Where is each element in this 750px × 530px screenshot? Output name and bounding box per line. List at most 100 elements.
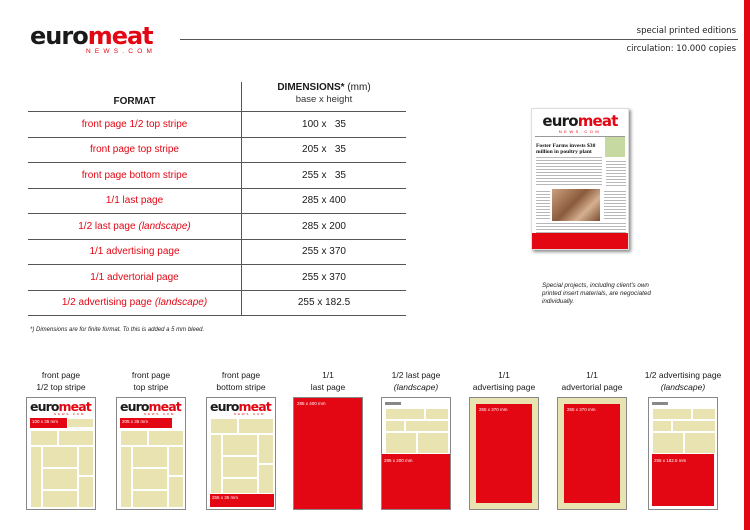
- logo-subtitle: NEWS.COM: [86, 48, 157, 55]
- preview-text-line: [606, 185, 626, 186]
- thumbnail-logo: euromeat: [30, 399, 92, 414]
- preview-text-line: [536, 203, 550, 204]
- preview-text-line: [536, 181, 602, 182]
- thumbnail-label: front page top stripe: [109, 369, 193, 393]
- preview-logo: euromeat: [542, 112, 618, 130]
- format-cell: 1/1 last page: [28, 188, 242, 213]
- preview-text-line: [536, 160, 602, 161]
- format-note: (landscape): [138, 220, 191, 232]
- preview-text-line: [536, 169, 602, 170]
- preview-logo-subtitle: NEWS.COM: [558, 129, 602, 134]
- format-label: 1/1 advertorial page: [90, 271, 179, 283]
- page-title: special printed editions: [636, 26, 736, 36]
- format-thumbnail: euromeat NEWS.COM 205 x 35 mm: [116, 397, 186, 510]
- preview-text-line: [606, 167, 626, 168]
- preview-text-line: [604, 215, 626, 216]
- preview-text-line: [536, 215, 550, 216]
- layout-block: [168, 476, 184, 508]
- format-thumbnail: 255 x 370 mm: [557, 397, 627, 510]
- ad-area: 255 x 370 mm: [476, 404, 532, 503]
- preview-text-line: [536, 163, 602, 164]
- format-label: front page top stripe: [90, 144, 179, 156]
- layout-block: [42, 490, 78, 508]
- dimension-cell: 255 x 370: [302, 246, 346, 258]
- thumbnail-label-line1: 1/1: [322, 370, 334, 380]
- table-row: 1/1 last page 285 x 400: [28, 188, 406, 214]
- thumbnail-label: 1/1 advertising page: [462, 369, 546, 393]
- format-label: 1/1 advertising page: [89, 246, 180, 258]
- thumbnail-label: front page 1/2 top stripe: [19, 369, 103, 393]
- preview-text-line: [536, 178, 602, 179]
- layout-block: [168, 446, 184, 476]
- layout-block: [385, 420, 405, 432]
- thumbnail-logo: euromeat: [120, 399, 182, 414]
- layout-block: [67, 418, 94, 428]
- table-row: front page bottom stripe 255 x 35: [28, 163, 406, 189]
- preview-text-line: [604, 203, 626, 204]
- thumbnail-label-line2: advertising page: [472, 382, 536, 392]
- format-label: front page 1/2 top stripe: [81, 118, 188, 130]
- preview-photo: [552, 189, 600, 221]
- format-thumbnail: 285 x 400 mm: [293, 397, 363, 510]
- dimension-cell: 205 x 35: [302, 144, 346, 156]
- thumbnail-logo-subtitle: NEWS.COM: [234, 412, 266, 416]
- format-label: front page bottom stripe: [81, 169, 188, 181]
- preview-text-line: [604, 218, 626, 219]
- layout-block: [30, 446, 42, 508]
- special-projects-note: Special projects, including client's own…: [542, 282, 651, 305]
- preview-text-line: [536, 232, 626, 233]
- preview-ad-stripe: [532, 233, 628, 249]
- preview-text-line: [606, 179, 626, 180]
- format-thumbnail: 255 x 370 mm: [469, 397, 539, 510]
- layout-block: [132, 446, 168, 468]
- layout-block: [385, 432, 417, 454]
- format-cell: 1/1 advertising page: [28, 239, 242, 264]
- layout-block: [405, 420, 449, 432]
- format-thumbnail: euromeat NEWS.COM 255 x 35 mm: [206, 397, 276, 510]
- thumbnail-label-line1: front page: [41, 370, 81, 380]
- preview-text-line: [604, 209, 626, 210]
- layout-block: [120, 430, 148, 446]
- layout-block: [132, 490, 168, 508]
- preview-text-line: [604, 212, 626, 213]
- table-row: 1/2 advertising page (landscape) 255 x 182…: [28, 290, 406, 316]
- layout-block: [684, 432, 716, 454]
- preview-text-line: [606, 161, 626, 162]
- thumbnail-label-line2: 1/2 top stripe: [36, 382, 86, 392]
- format-cell: 1/1 advertorial page: [28, 265, 242, 290]
- preview-text-line: [604, 194, 626, 195]
- dimension-cell: 255 x 182.5: [297, 297, 351, 309]
- layout-block: [425, 408, 449, 420]
- table-header: FORMAT DIMENSIONS* (mm) base x height: [28, 82, 406, 112]
- formats-table: FORMAT DIMENSIONS* (mm) base x height fr…: [28, 82, 406, 316]
- table-row: 1/2 last page (landscape) 285 x 200: [28, 214, 406, 240]
- table-row: front page top stripe 205 x 35: [28, 137, 406, 163]
- format-label: 1/1 last page: [105, 195, 164, 207]
- table-row: 1/1 advertising page 255 x 370: [28, 239, 406, 265]
- format-cell: 1/2 advertising page (landscape): [28, 290, 242, 315]
- layout-block: [652, 432, 684, 454]
- preview-text-line: [536, 194, 550, 195]
- preview-text-line: [604, 200, 626, 201]
- euromeat-logo: euromeat NEWS.COM: [30, 24, 175, 56]
- preview-text-line: [604, 191, 626, 192]
- format-thumbnail: 255 x 182.5 mm: [648, 397, 718, 510]
- layout-block: [652, 408, 692, 420]
- preview-text-line: [536, 197, 550, 198]
- layout-block: [385, 408, 425, 420]
- format-cell: 1/2 last page (landscape): [28, 214, 242, 239]
- thumbnail-label-line2: (landscape): [660, 382, 706, 392]
- layout-block: [132, 468, 168, 490]
- thumbnail-label: 1/1 last page: [286, 369, 370, 393]
- layout-block: [222, 456, 258, 478]
- layout-block: [120, 446, 132, 508]
- layout-block: [238, 418, 274, 434]
- layout-block: [78, 476, 94, 508]
- format-thumbnail: euromeat NEWS.COM 100 x 35 mm: [26, 397, 96, 510]
- layout-block: [42, 468, 78, 490]
- thumbnail-label: 1/2 advertising page (landscape): [641, 369, 725, 393]
- format-label: 1/2 advertising page: [61, 297, 152, 309]
- circulation-text: circulation: 10.000 copies: [626, 44, 736, 54]
- preview-text-line: [604, 197, 626, 198]
- table-row: 1/1 advertorial page 255 x 370: [28, 265, 406, 291]
